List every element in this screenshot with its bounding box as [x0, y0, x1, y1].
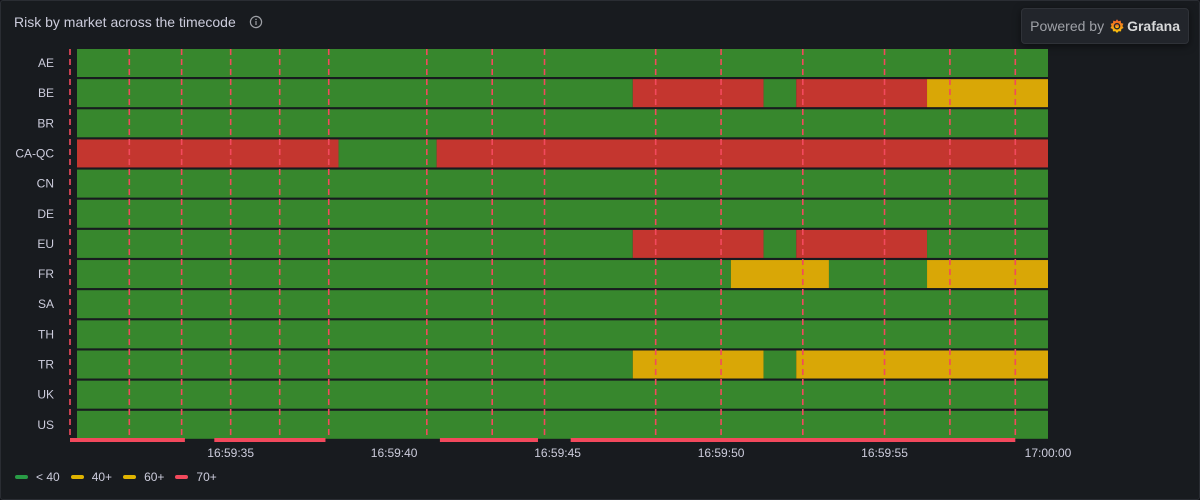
state-segment-green[interactable] — [828, 260, 928, 289]
state-timeline-chart[interactable]: AE BE BR CA-QC CN DE EU FR SA TH TR UK US 16:59:35 16:… — [1, 1, 1199, 471]
state-segment-green[interactable] — [77, 229, 633, 258]
annotation-range[interactable] — [570, 438, 1016, 442]
row-label: TR — [38, 358, 54, 372]
x-tick-label: 16:59:55 — [861, 446, 908, 460]
row-label: US — [37, 418, 54, 432]
legend-item[interactable]: 40+ — [70, 470, 113, 484]
row-label: DE — [37, 207, 54, 221]
state-segment-green[interactable] — [77, 380, 1048, 409]
timeline-row[interactable]: EU — [37, 229, 1048, 258]
row-label: BR — [37, 116, 54, 130]
row-label: FR — [38, 267, 54, 281]
panel-title: Risk by market across the timecode — [14, 14, 236, 30]
state-segment-red[interactable] — [632, 229, 764, 258]
annotation-range[interactable] — [214, 438, 326, 442]
timeline-row[interactable]: FR — [38, 260, 1048, 289]
timeline-row[interactable]: AE — [38, 49, 1048, 77]
x-tick-label: 16:59:35 — [207, 446, 254, 460]
panel-header: Risk by market across the timecode — [14, 12, 263, 32]
state-segment-green[interactable] — [77, 350, 633, 379]
timeline-row[interactable]: SA — [38, 290, 1048, 319]
state-segment-green[interactable] — [763, 229, 797, 258]
legend-swatch — [123, 475, 137, 479]
timeline-row[interactable]: CA-QC — [15, 139, 1048, 168]
state-segment-red[interactable] — [796, 79, 928, 108]
state-segment-yellow[interactable] — [927, 260, 1048, 289]
timeline-row[interactable]: BR — [37, 109, 1048, 138]
timeline-row[interactable]: DE — [37, 199, 1048, 228]
timeline-row[interactable]: TR — [38, 350, 1048, 379]
legend-swatch — [15, 475, 28, 479]
info-circle-icon[interactable] — [249, 15, 263, 29]
state-segment-green[interactable] — [77, 290, 1048, 319]
row-label: UK — [37, 388, 54, 402]
state-segment-green[interactable] — [338, 139, 437, 168]
row-label: CN — [37, 177, 54, 191]
state-segment-red[interactable] — [796, 229, 928, 258]
timeline-row[interactable]: CN — [37, 169, 1048, 198]
grafana-logo-icon — [1109, 18, 1125, 34]
legend-label: 60+ — [144, 470, 165, 484]
state-segment-green[interactable] — [77, 260, 731, 289]
state-segment-yellow[interactable] — [796, 350, 1048, 379]
state-segment-yellow[interactable] — [632, 350, 764, 379]
powered-by-grafana-badge[interactable]: Powered by Grafana — [1021, 8, 1189, 44]
legend-item[interactable]: 60+ — [123, 470, 164, 484]
row-label: AE — [38, 56, 54, 70]
legend-label: < 40 — [36, 470, 60, 484]
state-segment-green[interactable] — [77, 410, 1048, 439]
legend-label: 40+ — [91, 470, 113, 484]
row-label: BE — [38, 86, 54, 100]
legend: < 40 40+ 60+ 70+ — [15, 470, 228, 484]
state-segment-green[interactable] — [927, 229, 1048, 258]
x-tick-label: 16:59:40 — [371, 446, 418, 460]
state-segment-yellow[interactable] — [730, 260, 829, 289]
timeline-row[interactable]: UK — [37, 380, 1048, 409]
annotation-range[interactable] — [70, 438, 185, 442]
state-segment-green[interactable] — [77, 109, 1048, 138]
legend-swatch — [175, 475, 189, 479]
state-segment-green[interactable] — [77, 199, 1048, 228]
x-tick-label: 16:59:45 — [534, 446, 581, 460]
state-segment-green[interactable] — [77, 169, 1048, 198]
timeline-row[interactable]: TH — [38, 320, 1048, 349]
row-label: EU — [37, 237, 54, 251]
legend-item[interactable]: 70+ — [175, 470, 217, 484]
state-segment-red[interactable] — [632, 79, 764, 108]
state-segment-green[interactable] — [763, 79, 797, 108]
x-tick-label: 16:59:50 — [698, 446, 745, 460]
state-segment-yellow[interactable] — [927, 79, 1048, 108]
timeline-row[interactable]: BE — [38, 79, 1048, 108]
state-segment-red[interactable] — [436, 139, 1048, 168]
legend-item[interactable]: < 40 — [15, 470, 60, 484]
row-label: CA-QC — [15, 146, 54, 160]
row-label: TH — [38, 327, 54, 341]
state-segment-green[interactable] — [77, 320, 1048, 349]
state-segment-green[interactable] — [763, 350, 797, 379]
x-tick-label: 17:00:00 — [1025, 446, 1072, 460]
state-segment-green[interactable] — [77, 49, 1048, 77]
annotation-range[interactable] — [439, 438, 538, 442]
state-segment-red[interactable] — [77, 139, 339, 168]
timeline-row[interactable]: US — [37, 410, 1048, 439]
powered-by-label: Powered by — [1030, 18, 1105, 34]
state-segment-green[interactable] — [77, 79, 633, 108]
row-label: SA — [38, 297, 54, 311]
legend-swatch — [70, 475, 84, 479]
legend-label: 70+ — [196, 470, 217, 484]
grafana-brand-text: Grafana — [1127, 18, 1180, 34]
